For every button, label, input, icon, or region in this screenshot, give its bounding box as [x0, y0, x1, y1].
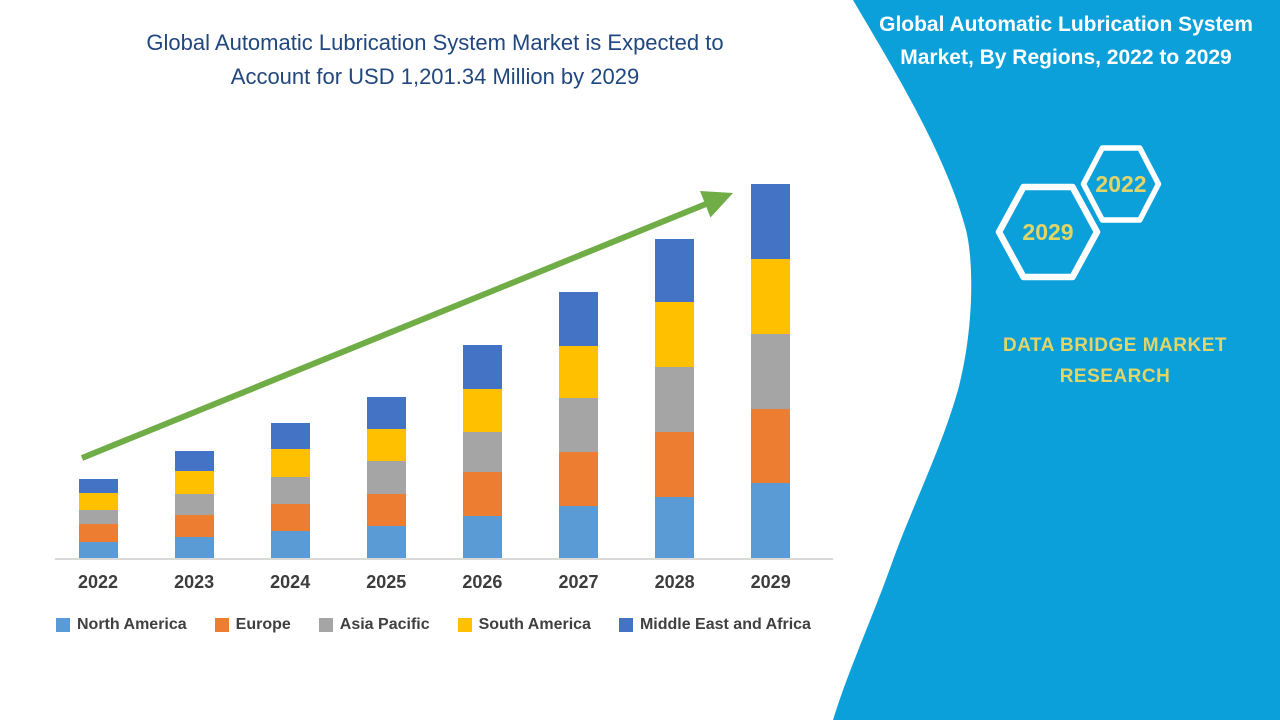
bar-segment-2023-north-america	[174, 537, 214, 558]
bar-segment-2022-middle-east-and-africa	[78, 478, 118, 493]
bar-segment-2029-north-america	[751, 483, 791, 558]
brand-line1: DATA BRIDGE MARKET	[1003, 335, 1227, 356]
hexagon-2022-label: 2022	[1095, 171, 1146, 197]
year-hexagons: 2029 2022	[995, 145, 1162, 281]
legend-label: Asia Pacific	[339, 616, 430, 633]
bar-segment-2024-asia-pacific	[270, 477, 310, 504]
bar-segment-2026-north-america	[462, 515, 502, 558]
bar-segment-2022-north-america	[78, 542, 118, 558]
legend-label: North America	[77, 616, 187, 633]
bar-segment-2026-europe	[462, 472, 502, 516]
bar-segment-2024-north-america	[270, 531, 310, 558]
bar-segment-2025-asia-pacific	[366, 461, 406, 494]
legend-swatch	[214, 618, 229, 632]
hexagon-2029-label: 2029	[1022, 219, 1073, 245]
chart-title-line1: Global Automatic Lubrication System Mark…	[146, 30, 724, 55]
stacked-bar-chart: 2022 2023 2024 2025 2026 2027 2028 2029	[55, 184, 833, 592]
bar-segment-2023-europe	[174, 515, 214, 538]
x-axis-label-2022: 2022	[77, 572, 119, 592]
bar-segment-2025-north-america	[366, 525, 406, 558]
x-axis-label-2024: 2024	[270, 572, 311, 592]
legend-item-north-america: North America	[56, 616, 187, 634]
bar-segment-2022-asia-pacific	[78, 509, 118, 525]
side-panel-title-line2: Market, By Regions, 2022 to 2029	[900, 46, 1232, 69]
bar-segment-2028-north-america	[655, 496, 695, 558]
brand-line2: RESEARCH	[1059, 366, 1171, 387]
legend-label: Europe	[235, 616, 291, 633]
legend-item-europe: Europe	[214, 616, 291, 634]
brand-name: DATA BRIDGE MARKET RESEARCH	[950, 330, 1280, 392]
x-axis-line	[55, 558, 833, 560]
hexagon-2022-shape	[1080, 145, 1162, 223]
bar-segment-2027-north-america	[559, 506, 598, 558]
legend-swatch	[618, 618, 633, 632]
x-axis-label-2025: 2025	[366, 572, 407, 592]
bar-segment-2025-europe	[366, 493, 406, 526]
legend-item-asia-pacific: Asia Pacific	[318, 616, 430, 634]
hexagon-2029-shape	[995, 183, 1101, 281]
legend-label: Middle East and Africa	[639, 616, 811, 633]
legend-label: South America	[478, 616, 591, 633]
bar-segment-2029-europe	[751, 409, 791, 484]
x-axis-label-2028: 2028	[654, 572, 695, 592]
legend-item-middle-east-and-africa: Middle East and Africa	[618, 616, 811, 634]
x-axis-label-2029: 2029	[750, 572, 791, 592]
bar-segment-2023-asia-pacific	[174, 493, 214, 516]
legend-swatch	[318, 618, 333, 632]
side-panel-title-line1: Global Automatic Lubrication System	[879, 13, 1253, 36]
legend-swatch	[56, 618, 70, 632]
chart-title: Global Automatic Lubrication System Mark…	[75, 26, 795, 94]
x-axis-label-2026: 2026	[462, 572, 503, 592]
x-axis-label-2027: 2027	[558, 572, 599, 592]
legend-item-south-america: South America	[457, 616, 591, 634]
bar-segment-2029-south-america	[751, 259, 791, 335]
chart-legend: North America Europe Asia Pacific South Ame…	[56, 616, 811, 634]
bar-segment-2022-south-america	[78, 492, 118, 510]
bar-segment-2029-asia-pacific	[751, 334, 791, 410]
bar-segment-2022-europe	[78, 524, 118, 543]
bar-segment-2024-europe	[270, 503, 310, 532]
bar-segment-2029-middle-east-and-africa	[751, 184, 791, 260]
chart-title-line2: Account for USD 1,201.34 Million by 2029	[230, 64, 640, 89]
bar-segment-2023-south-america	[174, 470, 214, 494]
bar-segment-2027-europe	[559, 452, 598, 507]
side-panel-background	[833, 0, 1280, 720]
side-panel-title: Global Automatic Lubrication System Mark…	[856, 8, 1276, 74]
legend-swatch	[457, 618, 472, 632]
x-axis-label-2023: 2023	[174, 572, 215, 592]
